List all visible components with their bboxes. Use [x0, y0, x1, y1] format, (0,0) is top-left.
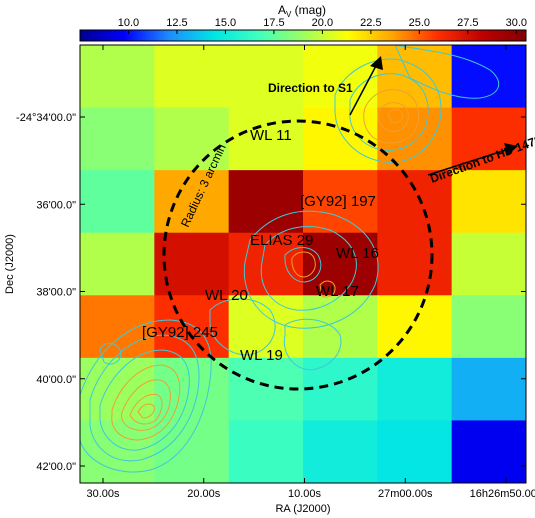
x-tick-label: 10.00s [288, 488, 322, 500]
av-cell [451, 295, 526, 359]
av-cell [451, 107, 526, 171]
x-tick-label: 27m00.00s [378, 488, 433, 500]
av-cell [377, 232, 453, 296]
av-cell [228, 45, 304, 109]
label-gy92-245: [GY92] 245 [142, 324, 218, 341]
colorbar: AV (mag) 10.0 12.5 15.0 17.5 20.0 22.5 25.0 27.… [79, 3, 527, 42]
y-tick-label: 42'00.0" [36, 461, 76, 473]
av-cell [80, 45, 155, 109]
y-tick-label: 38'00.0" [36, 287, 76, 299]
av-cell [377, 295, 453, 359]
av-cell [80, 170, 155, 234]
av-cell [303, 107, 378, 171]
label-wl20: WL 20 [205, 287, 248, 304]
label-gy92-197: [GY92] 197 [300, 193, 376, 210]
colorbar-tick-label: 30.0 [506, 17, 527, 29]
annotation-direction-s1: Direction to S1 [268, 81, 353, 95]
av-cell [80, 295, 155, 359]
colorbar-tick-label: 15.0 [215, 17, 236, 29]
av-cell [377, 107, 453, 171]
av-cell [303, 420, 378, 483]
x-axis-label: RA (J2000) [275, 503, 330, 515]
y-tick-label: 36'00.0" [36, 199, 76, 211]
direction-to-hd147889-arrow [427, 143, 518, 176]
radius-circle [162, 119, 434, 391]
av-cell [80, 232, 155, 296]
av-cell [303, 45, 378, 109]
colorbar-tick-label: 10.0 [118, 17, 139, 29]
label-wl19: WL 19 [240, 347, 283, 364]
av-cell [228, 107, 304, 171]
av-cell [377, 45, 453, 109]
av-cell [451, 170, 526, 234]
colorbar-tick-marks [127, 30, 517, 34]
colorbar-tick-label: 17.5 [263, 17, 284, 29]
av-cell [377, 170, 453, 234]
colorbar-bar [79, 29, 527, 42]
x-tick-label: 20.00s [187, 488, 221, 500]
colorbar-label: AV (mag) [278, 3, 326, 19]
colorbar-tick-label: 25.0 [409, 17, 430, 29]
av-cell [80, 107, 155, 171]
colorbar-tick-label: 20.0 [312, 17, 333, 29]
av-cell [80, 420, 155, 483]
av-cell [451, 357, 526, 421]
colorbar-tick-labels: 10.0 12.5 15.0 17.5 20.0 22.5 25.0 27.5 30.0 [118, 17, 527, 29]
av-cell [303, 170, 378, 234]
av-cell [451, 420, 526, 483]
label-elias29: ELIAS 29 [250, 232, 313, 249]
colorbar-tick-label: 27.5 [457, 17, 478, 29]
map-frame [79, 44, 527, 484]
label-wl17: WL 17 [316, 283, 359, 300]
map-panel [80, 45, 526, 483]
direction-to-s1-arrow [349, 56, 383, 116]
av-grid [80, 45, 526, 483]
av-cell [228, 420, 304, 483]
av-cell [451, 232, 526, 296]
x-tick-label: 30.00s [86, 488, 120, 500]
av-cell [303, 357, 378, 421]
av-cell [154, 420, 230, 483]
y-tick-label: 40'00.0" [36, 374, 76, 386]
source-labels: WL 11 [GY92] 197 ELIAS 29 WL 16 WL 17 WL… [142, 127, 379, 364]
x-tick-label: 16h26m50.00s [470, 488, 535, 500]
label-wl11: WL 11 [250, 127, 292, 144]
y-tick-label: -24°34'00.0" [16, 112, 76, 124]
av-cell [377, 420, 453, 483]
av-cell [154, 107, 230, 171]
av-cell [80, 357, 155, 421]
colorbar-tick-label: 22.5 [360, 17, 381, 29]
av-cell [154, 45, 230, 109]
y-axis-label: Dec (J2000) [4, 234, 16, 294]
av-cell [154, 357, 230, 421]
y-axis-ticks: -24°34'00.0" 36'00.0" 38'00.0" 40'00.0" 42'0… [16, 112, 526, 473]
av-cell [228, 170, 304, 234]
x-axis-ticks: 30.00s 20.00s 10.00s 27m00.00s 16h26m50.00s [86, 45, 535, 500]
av-cell [377, 357, 453, 421]
colorbar-tick-label: 12.5 [166, 17, 187, 29]
label-wl16: WL 16 [336, 245, 379, 262]
av-cell [451, 45, 526, 109]
